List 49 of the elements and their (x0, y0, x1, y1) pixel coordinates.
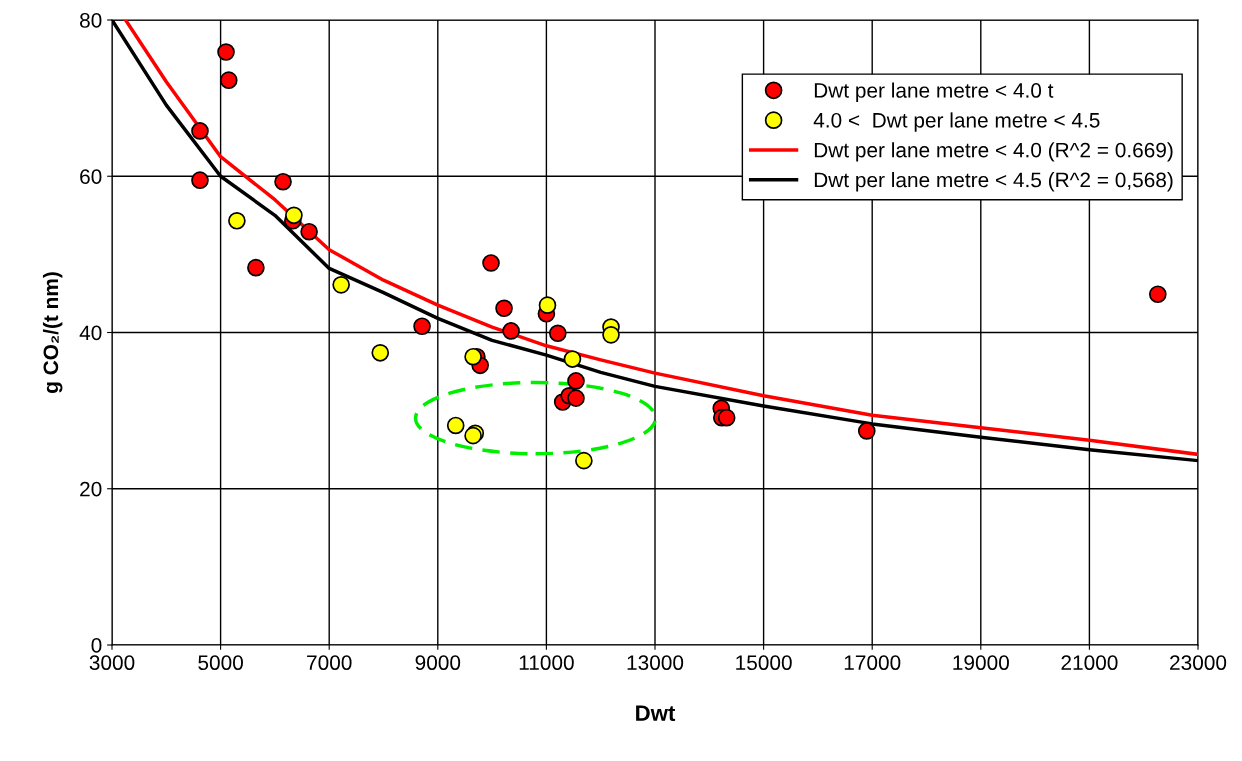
point (575, 451, 593, 470)
point (285, 206, 303, 225)
legend-label: 4.0 < Dwt per lane metre < 4.5 (813, 112, 1100, 132)
x-tick-label: 17000 (844, 655, 901, 671)
point (191, 122, 209, 140)
point (1148, 285, 1167, 304)
legend-label: Dwt per lane metre < 4.0 t (814, 82, 1054, 102)
point (857, 422, 876, 440)
point (247, 258, 265, 277)
x-tick-label: 23000 (1170, 655, 1227, 671)
x-tick-label: 3000 (89, 655, 135, 671)
x-axis-title: Dwt (636, 705, 676, 721)
point (300, 222, 318, 241)
x-tick-label: 7000 (307, 655, 352, 671)
point (567, 372, 585, 390)
point (228, 211, 246, 230)
point (217, 43, 235, 61)
point (446, 416, 465, 435)
x-tick-label: 13000 (627, 655, 684, 671)
point (567, 389, 585, 407)
point (602, 326, 620, 344)
point (495, 299, 513, 318)
x-tick-label: 15000 (736, 655, 792, 671)
y-tick-label: 60 (80, 169, 102, 184)
x-tick-label: 11000 (519, 655, 574, 671)
y-tick-label: 40 (79, 325, 102, 341)
y-tick-label: 80 (80, 13, 102, 28)
point (464, 347, 482, 366)
x-tick-label: 5000 (198, 655, 243, 671)
point (413, 317, 431, 336)
point (502, 322, 520, 340)
point (371, 343, 390, 362)
legend-label: Dwt per lane metre < 4.0 (R^2 = 0.669) (814, 142, 1173, 162)
point (191, 171, 209, 189)
point (548, 324, 567, 343)
legend-label: Dwt per lane metre < 4.5 (R^2 = 0,568) (814, 172, 1173, 192)
point (274, 172, 292, 191)
point (482, 254, 500, 272)
point (563, 350, 582, 368)
point (219, 71, 238, 89)
y-axis-title: g CO₂/(t nm) (42, 272, 63, 393)
point (538, 296, 557, 314)
x-tick-label: 21000 (1061, 655, 1118, 671)
y-tick-label: 0 (91, 638, 102, 653)
x-tick-label: 9000 (415, 655, 461, 671)
x-tick-label: 19000 (953, 655, 1009, 671)
point (332, 276, 350, 294)
point (717, 408, 736, 427)
y-tick-label: 20 (80, 481, 102, 497)
